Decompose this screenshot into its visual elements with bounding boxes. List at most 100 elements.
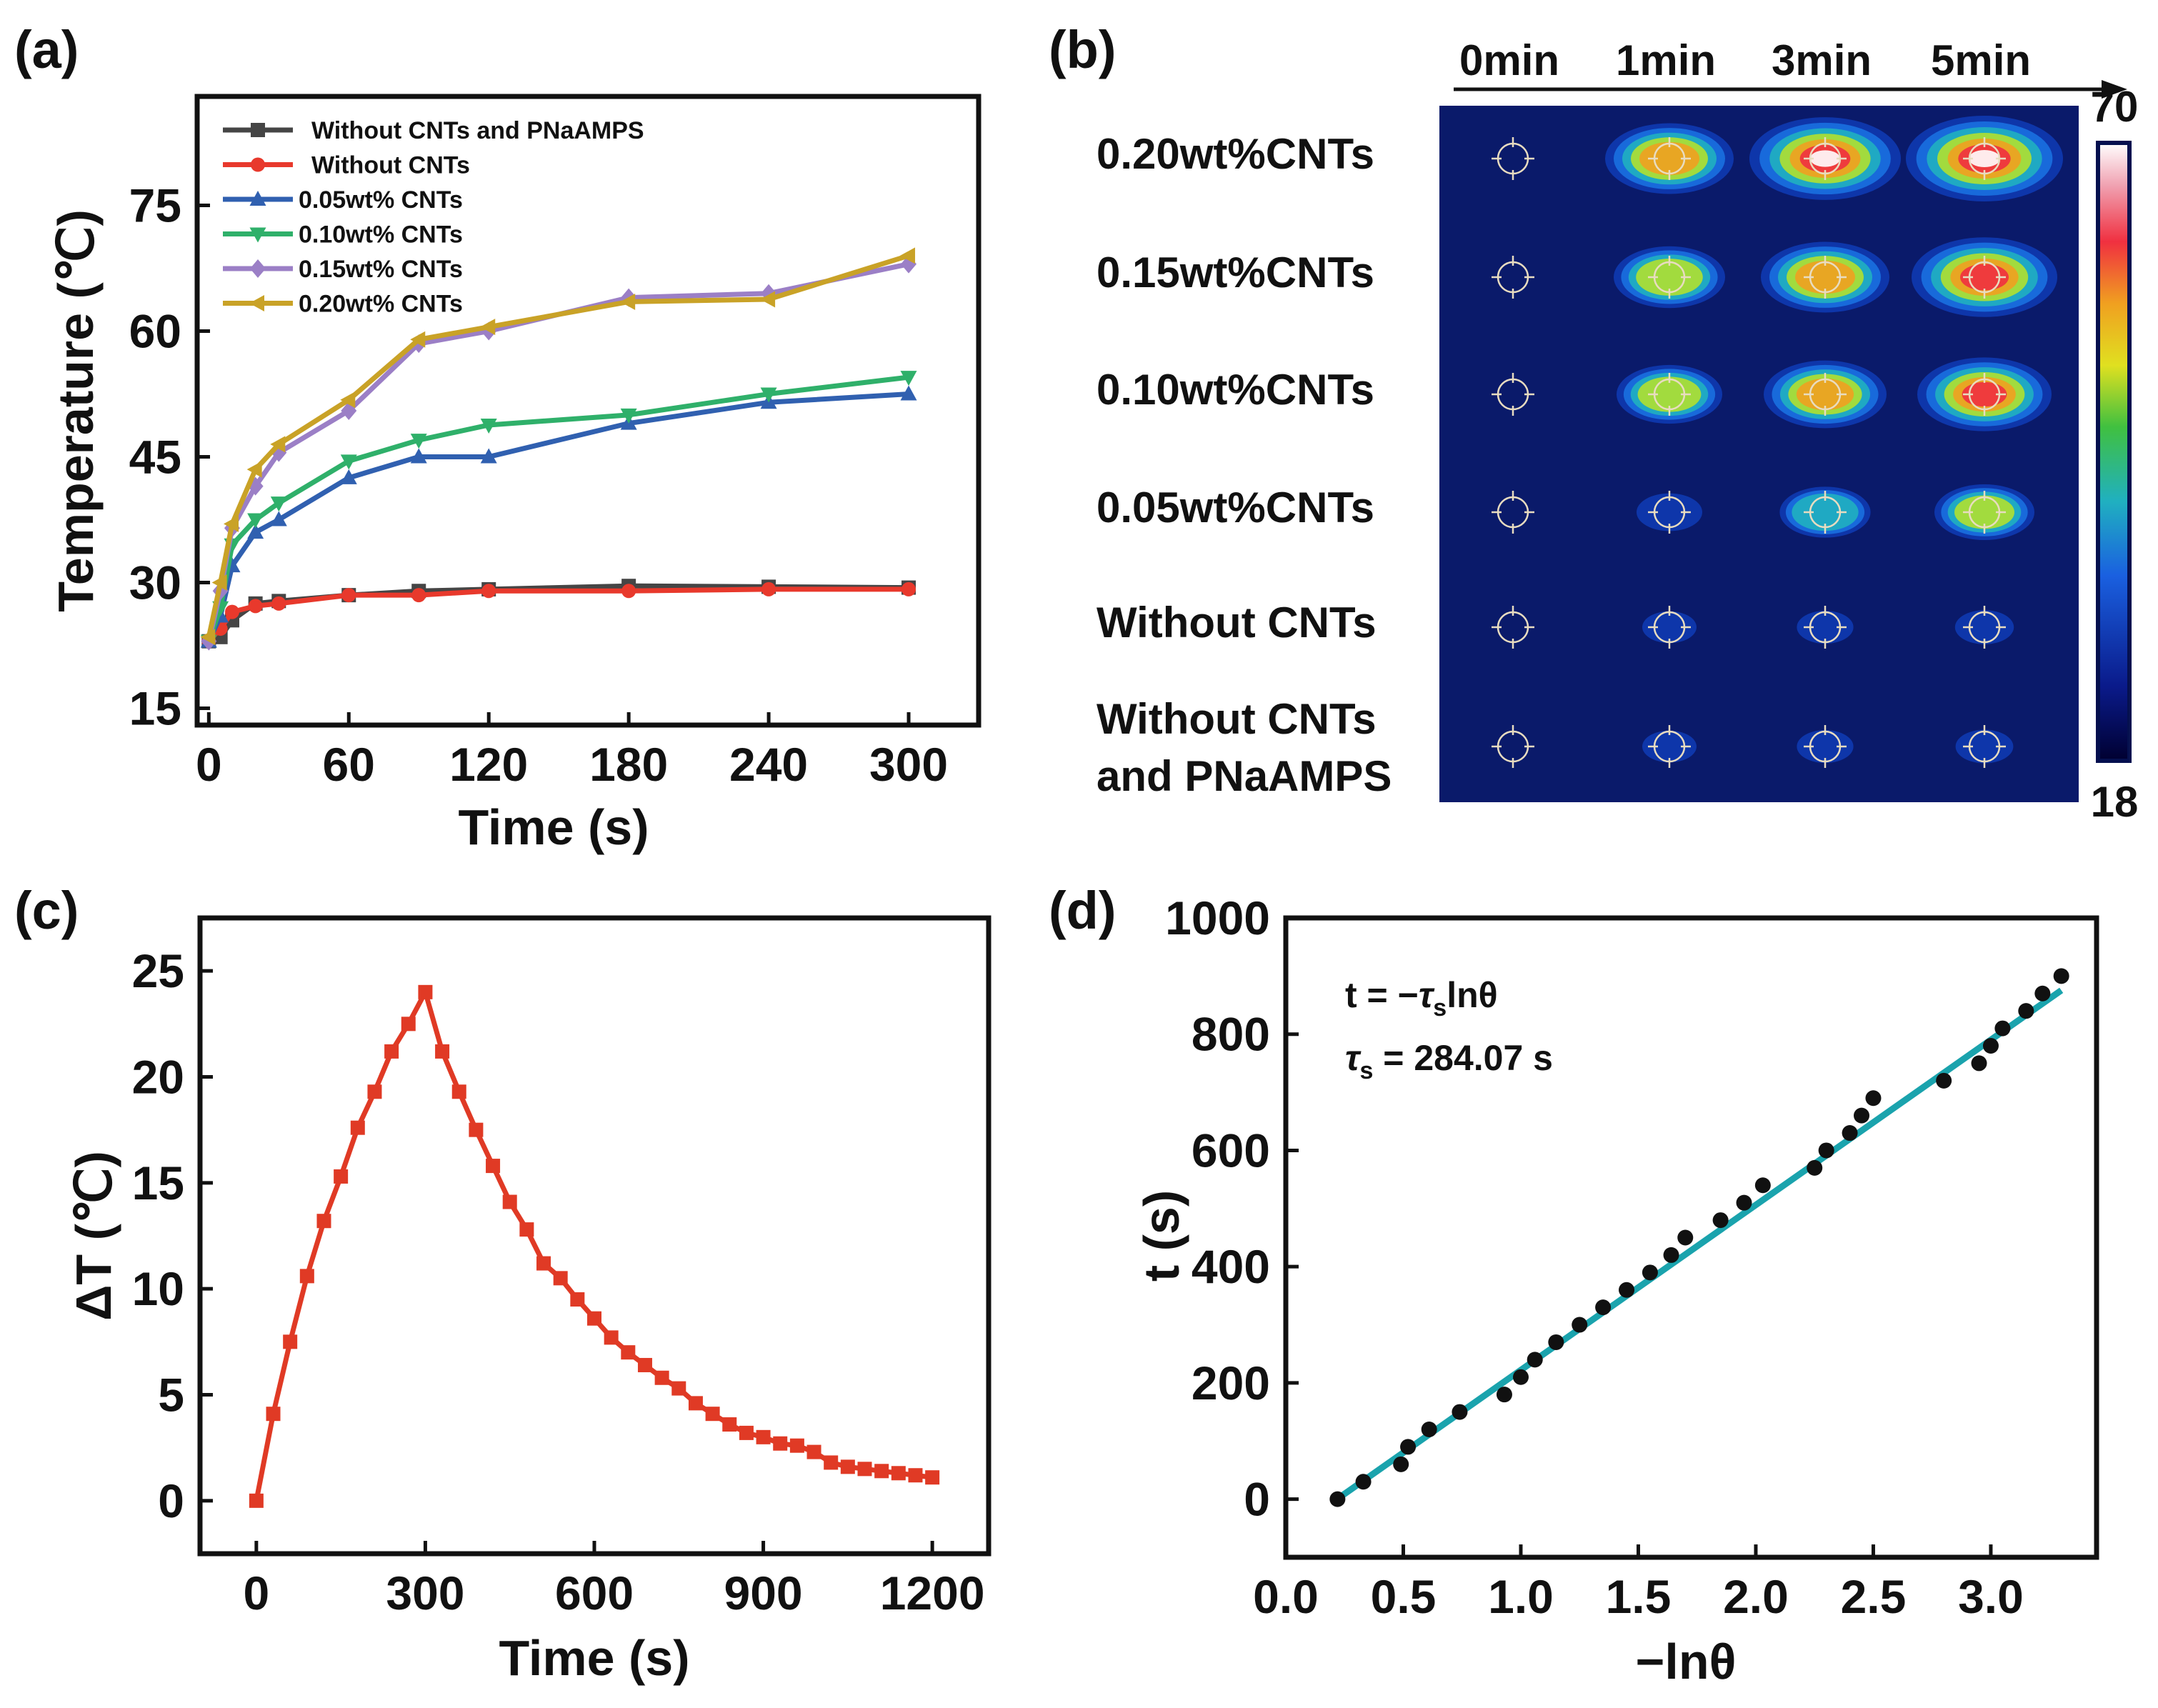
thermal-cell xyxy=(1642,725,1697,768)
legend-entry: 0.20wt% CNTs xyxy=(223,291,463,318)
hotspot-glow xyxy=(1962,381,2007,407)
colorbar-gradient xyxy=(2096,141,2132,763)
panel-a-y-tick-label: 60 xyxy=(129,305,181,358)
data-point xyxy=(604,1330,619,1345)
data-point xyxy=(1548,1334,1564,1350)
time-label: 5min xyxy=(1931,36,2031,84)
data-point xyxy=(249,1493,264,1508)
data-point xyxy=(1936,1072,1952,1089)
data-point xyxy=(1982,1038,1999,1054)
data-point xyxy=(367,1084,382,1099)
legend-label: Without CNTs and PNaAMPS xyxy=(311,117,644,144)
series-without-cnts xyxy=(201,581,916,649)
panel-c-y-tick-label: 20 xyxy=(132,1051,184,1104)
thermal-cell xyxy=(1605,123,1734,194)
hotspot-glow xyxy=(1954,610,2014,644)
data-point xyxy=(570,1292,585,1307)
thermal-cell xyxy=(1917,357,2052,431)
row-label: 0.20wt%CNTs xyxy=(1097,130,1374,178)
data-point xyxy=(1572,1317,1588,1333)
thermal-cell xyxy=(1637,491,1702,534)
data-point xyxy=(1355,1474,1372,1490)
legend-marker xyxy=(251,123,265,137)
data-point xyxy=(410,434,427,449)
data-point xyxy=(900,371,917,386)
hotspot-glow xyxy=(1636,259,1703,296)
fit-tau-value: τs = 284.07 s xyxy=(1345,1038,1553,1084)
data-point xyxy=(1994,1020,2011,1037)
series-0-20wt-cnts xyxy=(200,247,916,646)
thermal-cell xyxy=(1955,725,2014,768)
series-delta-t xyxy=(249,984,940,1508)
legend-entry: 0.05wt% CNTs xyxy=(223,186,463,214)
data-point xyxy=(756,1429,771,1444)
panel-c-y-ticks: 0 5 10 15 20 25 xyxy=(132,944,213,1527)
data-point xyxy=(1807,1159,1823,1176)
time-label: 1min xyxy=(1616,36,1716,84)
panel-d-y-tick-label: 1000 xyxy=(1165,892,1270,944)
legend-entry: Without CNTs and PNaAMPS xyxy=(223,117,644,144)
hotspot-glow xyxy=(1955,729,2014,764)
data-point xyxy=(1971,1055,1987,1072)
hotspot-glow xyxy=(1809,150,1841,167)
data-point xyxy=(340,469,357,484)
thermal-cell xyxy=(1492,137,1534,180)
time-axis-arrow xyxy=(1454,80,2127,99)
data-point xyxy=(857,1462,872,1477)
panel-a-label: (a) xyxy=(14,20,79,79)
panel-c-delta-t-chart: (c) 0 300 600 900 1200 0 5 10 15 20 25 Time (s) Δ… xyxy=(14,881,991,1686)
data-point xyxy=(722,1417,737,1432)
data-point xyxy=(480,319,496,336)
data-point xyxy=(925,1470,940,1485)
thermal-cell xyxy=(1797,606,1854,649)
hotspot-glow xyxy=(1796,378,1854,411)
panel-d-data-points xyxy=(1329,968,2069,1507)
hotspot-glow xyxy=(1639,141,1699,176)
panel-c-y-tick-label: 10 xyxy=(132,1262,184,1315)
data-point xyxy=(1595,1299,1612,1316)
data-point xyxy=(224,604,239,619)
thermal-cell xyxy=(1764,360,1887,429)
data-point xyxy=(519,1222,534,1237)
data-point xyxy=(1754,1177,1771,1194)
hotspot-glow xyxy=(1637,376,1702,412)
data-point xyxy=(824,1455,839,1470)
hotspot-glow xyxy=(1969,150,2000,167)
data-point xyxy=(469,1122,484,1137)
panel-b-label: (b) xyxy=(1049,20,1117,79)
legend-label: 0.05wt% CNTs xyxy=(299,186,463,214)
data-point xyxy=(283,1334,298,1349)
data-point xyxy=(874,1464,889,1479)
data-point xyxy=(299,1269,314,1284)
data-point xyxy=(1663,1247,1679,1263)
data-point xyxy=(900,385,917,401)
thermal-cell xyxy=(1954,606,2014,649)
panel-c-x-axis-title: Time (s) xyxy=(499,1630,689,1686)
panel-d-x-tick-label: 1.0 xyxy=(1488,1570,1554,1623)
data-point xyxy=(411,588,426,603)
data-point xyxy=(773,1436,788,1451)
panel-a-temperature-chart: (a) 0 60 120 180 240 300 15 30 45 60 75 Without C… xyxy=(14,20,981,855)
time-labels: 0min 1min 3min 5min xyxy=(1459,36,2031,84)
panel-c-series-group xyxy=(249,984,940,1508)
data-point xyxy=(1854,1107,1870,1124)
data-point xyxy=(502,1194,517,1209)
data-point xyxy=(654,1370,669,1385)
legend-label: 0.20wt% CNTs xyxy=(299,291,463,318)
data-point xyxy=(908,1468,923,1483)
series-0-10wt-cnts xyxy=(200,371,917,650)
data-point xyxy=(1329,1491,1346,1507)
thermal-cell xyxy=(1761,241,1889,313)
data-point xyxy=(211,574,227,591)
data-point xyxy=(1818,1142,1834,1159)
thermal-cell xyxy=(1912,237,2057,317)
panel-d-label: (d) xyxy=(1049,881,1117,940)
thermal-cell xyxy=(1617,364,1722,424)
data-point xyxy=(1842,1125,1858,1142)
data-point xyxy=(901,581,916,596)
panel-a-x-ticks: 0 60 120 180 240 300 xyxy=(196,712,948,791)
data-point xyxy=(247,524,264,539)
data-point xyxy=(270,436,286,453)
data-point xyxy=(271,596,286,611)
